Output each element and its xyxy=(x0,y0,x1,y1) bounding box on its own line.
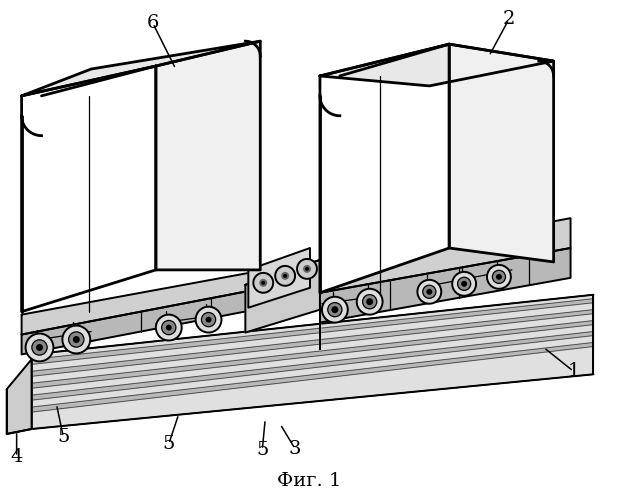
Circle shape xyxy=(331,306,338,313)
Polygon shape xyxy=(32,320,593,388)
Polygon shape xyxy=(32,298,593,364)
Polygon shape xyxy=(32,332,593,400)
Circle shape xyxy=(73,336,80,343)
Circle shape xyxy=(261,281,265,285)
Text: 5: 5 xyxy=(57,428,70,446)
Circle shape xyxy=(166,324,172,330)
Circle shape xyxy=(366,298,373,305)
Text: 5: 5 xyxy=(163,435,175,453)
Circle shape xyxy=(201,312,216,326)
Circle shape xyxy=(496,274,502,280)
Circle shape xyxy=(493,270,506,283)
Circle shape xyxy=(357,289,383,314)
Circle shape xyxy=(363,294,377,309)
Polygon shape xyxy=(32,294,593,429)
Text: 5: 5 xyxy=(256,441,268,459)
Polygon shape xyxy=(248,248,310,308)
Circle shape xyxy=(62,326,90,353)
Polygon shape xyxy=(320,218,570,293)
Circle shape xyxy=(328,302,342,317)
Circle shape xyxy=(260,279,267,287)
Circle shape xyxy=(423,285,436,298)
Polygon shape xyxy=(320,44,449,293)
Text: 6: 6 xyxy=(146,14,159,32)
Circle shape xyxy=(283,274,287,278)
Circle shape xyxy=(275,266,295,286)
Polygon shape xyxy=(32,310,593,376)
Circle shape xyxy=(426,289,433,294)
Circle shape xyxy=(281,272,289,280)
Polygon shape xyxy=(22,288,265,354)
Circle shape xyxy=(297,259,317,279)
Circle shape xyxy=(196,306,221,332)
Circle shape xyxy=(487,265,511,289)
Circle shape xyxy=(156,314,182,340)
Circle shape xyxy=(461,281,467,287)
Polygon shape xyxy=(156,41,260,270)
Circle shape xyxy=(457,277,471,290)
Circle shape xyxy=(162,320,176,334)
Circle shape xyxy=(452,272,476,295)
Polygon shape xyxy=(320,248,570,322)
Polygon shape xyxy=(22,270,265,334)
Polygon shape xyxy=(32,342,593,412)
Circle shape xyxy=(253,273,273,293)
Circle shape xyxy=(303,265,311,273)
Text: Фиг. 1: Фиг. 1 xyxy=(277,472,341,490)
Circle shape xyxy=(206,316,211,322)
Text: 3: 3 xyxy=(289,440,302,458)
Circle shape xyxy=(417,280,441,303)
Circle shape xyxy=(305,267,309,271)
Polygon shape xyxy=(22,41,260,96)
Text: 1: 1 xyxy=(567,362,580,380)
Circle shape xyxy=(32,340,47,355)
Circle shape xyxy=(25,334,53,361)
Text: 4: 4 xyxy=(11,448,23,466)
Text: 2: 2 xyxy=(502,10,515,29)
Polygon shape xyxy=(449,44,554,262)
Polygon shape xyxy=(22,66,156,312)
Circle shape xyxy=(322,296,348,322)
Polygon shape xyxy=(245,260,320,332)
Polygon shape xyxy=(7,360,32,434)
Circle shape xyxy=(36,344,43,351)
Circle shape xyxy=(69,332,84,347)
Polygon shape xyxy=(320,44,554,86)
